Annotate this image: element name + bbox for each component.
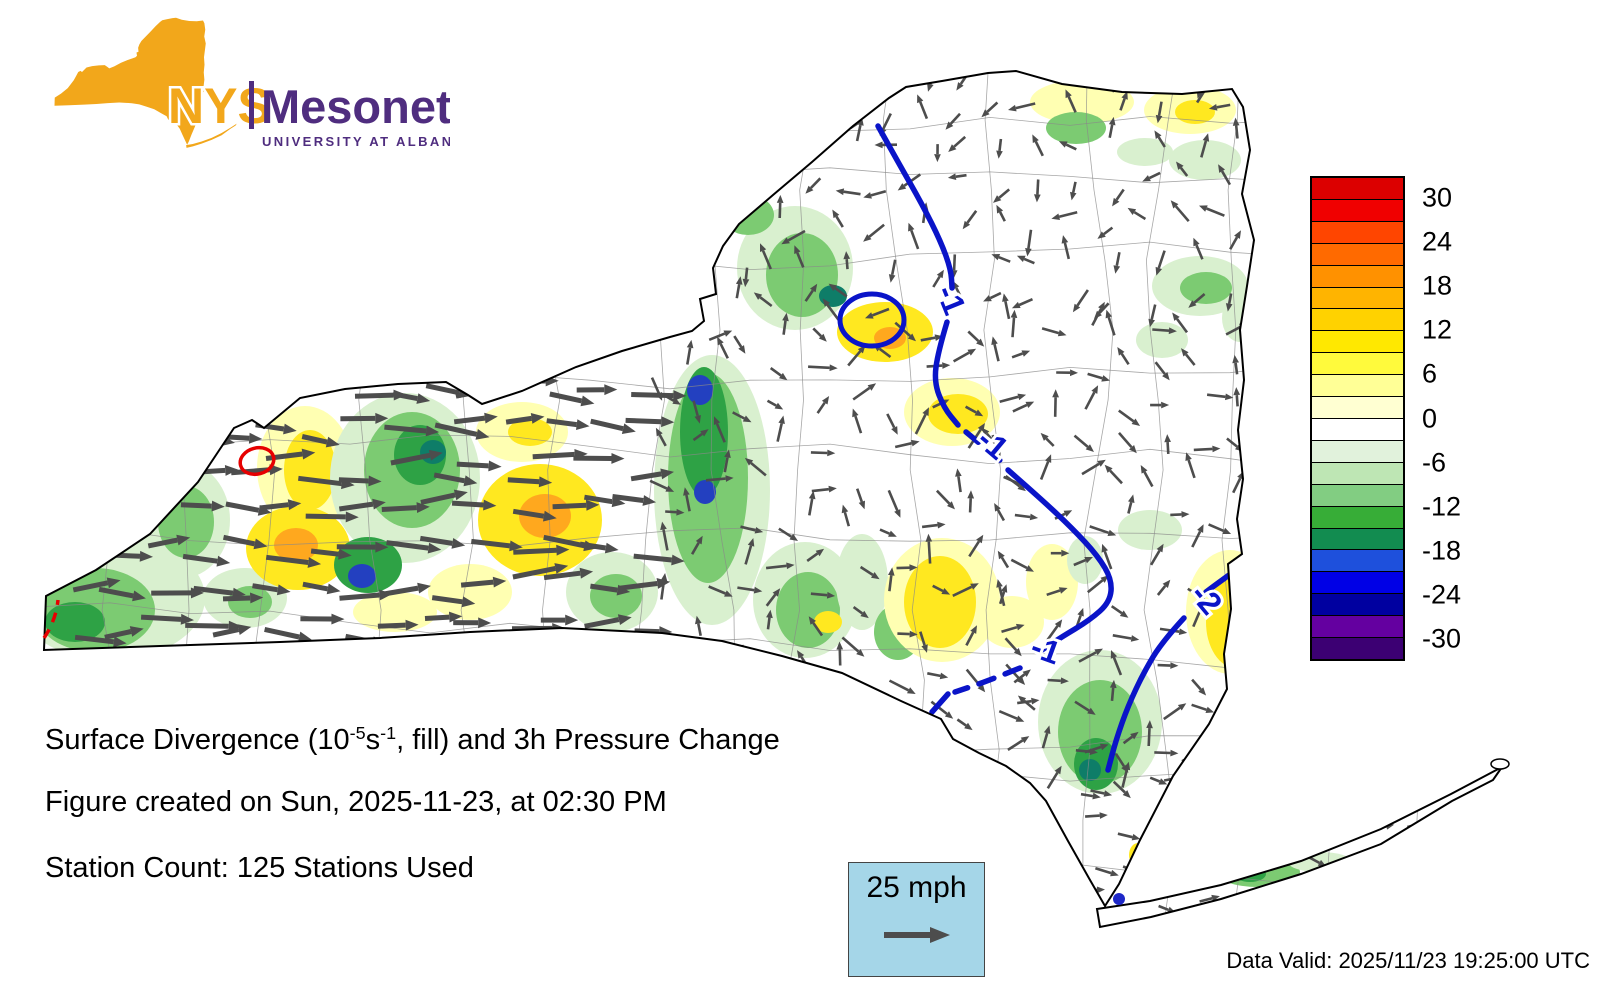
title-mid: s — [365, 724, 381, 756]
colorbar-cell — [1312, 308, 1403, 331]
colorbar-tick-label: -24 — [1422, 579, 1462, 610]
colorbar-cell — [1312, 396, 1403, 418]
colorbar-cell — [1312, 505, 1403, 528]
colorbar-cell — [1312, 330, 1403, 353]
colorbar-cell — [1312, 637, 1403, 659]
colorbar-cell — [1312, 615, 1403, 638]
colorbar-cell — [1312, 527, 1403, 550]
title-sup1: -5 — [349, 723, 366, 744]
colorbar-cell — [1312, 374, 1403, 397]
colorbar-tick-label: -30 — [1422, 623, 1462, 654]
title-sup2: -1 — [380, 723, 397, 744]
title-pre: Surface Divergence (10 — [45, 724, 350, 756]
colorbar-cell — [1312, 549, 1403, 572]
colorbar-cell — [1312, 198, 1403, 221]
title-post: , fill) and 3h Pressure Change — [396, 724, 780, 756]
wind-speed-arrow-icon — [883, 927, 950, 943]
colorbar-tick-label: 24 — [1422, 226, 1453, 257]
wind-speed-label: 25 mph — [866, 871, 967, 904]
figure-title: Surface Divergence (10-5s-1, fill) and 3… — [45, 723, 780, 757]
colorbar-cell — [1312, 352, 1403, 375]
nys-mesonet-logo: NYS Mesonet UNIVERSITY AT ALBANY — [50, 5, 450, 185]
colorbar-labels: 30 24 18 12 6 0 -6 -12 -18 -24 -30 — [1422, 176, 1512, 661]
colorbar-cell — [1312, 417, 1403, 440]
colorbar-cell — [1312, 483, 1403, 506]
colorbar-cell — [1312, 571, 1403, 594]
colorbar-tick-label: -6 — [1422, 447, 1447, 478]
colorbar-cell — [1312, 593, 1403, 616]
logo-divider — [249, 81, 254, 129]
logo-nys: NYS — [168, 78, 271, 134]
small-island — [1490, 758, 1510, 770]
colorbar-tick-label: 0 — [1422, 403, 1438, 433]
colorbar-cell — [1312, 264, 1403, 287]
colorbar-cell — [1312, 439, 1403, 462]
colorbar-tick-label: -18 — [1422, 535, 1462, 566]
red-dashed-contour — [42, 599, 60, 639]
logo-mesonet: Mesonet — [261, 80, 450, 133]
wind-speed-legend: 25 mph — [848, 862, 985, 977]
colorbar-tick-label: 30 — [1422, 182, 1453, 213]
colorbar-cell — [1312, 220, 1403, 243]
divergence-colorbar — [1310, 176, 1405, 661]
colorbar-cell — [1312, 461, 1403, 484]
colorbar-cell — [1312, 286, 1403, 309]
colorbar-tick-label: 12 — [1422, 314, 1453, 345]
colorbar-tick-label: 6 — [1422, 358, 1438, 389]
logo-university: UNIVERSITY AT ALBANY — [262, 134, 450, 149]
colorbar-tick-label: -12 — [1422, 491, 1462, 522]
data-valid-timestamp: Data Valid: 2025/11/23 19:25:00 UTC — [1226, 948, 1590, 973]
logo-graphic: NYS Mesonet UNIVERSITY AT ALBANY — [54, 17, 450, 149]
nyc-dark-spot — [1113, 893, 1125, 905]
red-contour-circle — [238, 445, 276, 477]
colorbar-cell — [1312, 178, 1403, 199]
colorbar-tick-label: 18 — [1422, 270, 1453, 301]
figure-created-line: Figure created on Sun, 2025-11-23, at 02… — [45, 786, 667, 818]
pressure-change-contours — [837, 123, 1239, 773]
colorbar-cell — [1312, 242, 1403, 265]
station-count-line: Station Count: 125 Stations Used — [45, 852, 474, 884]
